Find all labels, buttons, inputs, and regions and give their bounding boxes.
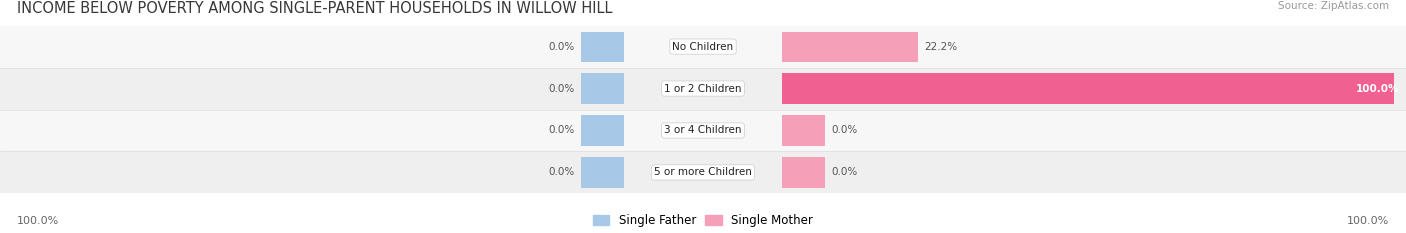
Bar — [0, 151, 1406, 193]
Bar — [783, 31, 918, 62]
Text: 100.0%: 100.0% — [17, 216, 59, 226]
Text: 100.0%: 100.0% — [1347, 216, 1389, 226]
Text: 3 or 4 Children: 3 or 4 Children — [664, 126, 742, 135]
Bar — [783, 115, 825, 146]
Text: 0.0%: 0.0% — [548, 84, 575, 93]
Bar — [581, 31, 623, 62]
Text: 0.0%: 0.0% — [548, 168, 575, 177]
Bar — [783, 73, 1393, 104]
Text: 0.0%: 0.0% — [548, 126, 575, 135]
Bar — [581, 115, 623, 146]
Text: INCOME BELOW POVERTY AMONG SINGLE-PARENT HOUSEHOLDS IN WILLOW HILL: INCOME BELOW POVERTY AMONG SINGLE-PARENT… — [17, 1, 613, 16]
Bar — [0, 26, 1406, 68]
Text: 0.0%: 0.0% — [831, 168, 858, 177]
Bar — [581, 73, 623, 104]
Text: 22.2%: 22.2% — [924, 42, 957, 51]
Text: 1 or 2 Children: 1 or 2 Children — [664, 84, 742, 93]
Text: 100.0%: 100.0% — [1355, 84, 1399, 93]
Text: No Children: No Children — [672, 42, 734, 51]
Bar — [783, 157, 825, 188]
Bar — [0, 68, 1406, 110]
Text: Source: ZipAtlas.com: Source: ZipAtlas.com — [1278, 1, 1389, 11]
Text: 0.0%: 0.0% — [831, 126, 858, 135]
Legend: Single Father, Single Mother: Single Father, Single Mother — [593, 214, 813, 227]
Text: 5 or more Children: 5 or more Children — [654, 168, 752, 177]
Text: 0.0%: 0.0% — [548, 42, 575, 51]
Bar — [0, 110, 1406, 151]
Bar — [581, 157, 623, 188]
